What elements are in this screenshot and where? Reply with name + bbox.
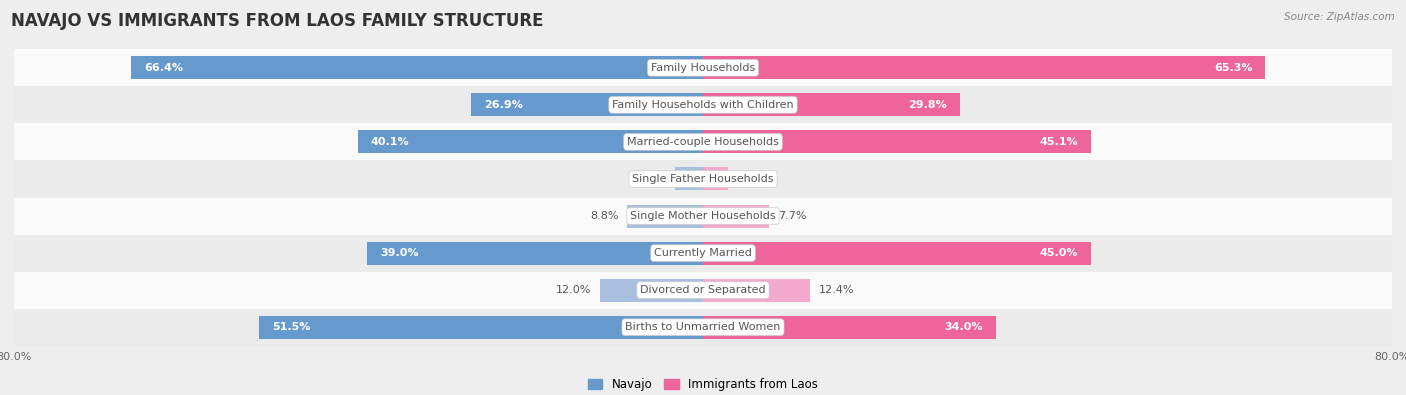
Text: 7.7%: 7.7% xyxy=(778,211,807,221)
Text: Family Households with Children: Family Households with Children xyxy=(612,100,794,110)
Text: 3.2%: 3.2% xyxy=(638,174,666,184)
Bar xyxy=(471,93,703,117)
Bar xyxy=(703,242,1091,265)
Bar xyxy=(14,160,1392,198)
Bar xyxy=(675,167,703,190)
Text: NAVAJO VS IMMIGRANTS FROM LAOS FAMILY STRUCTURE: NAVAJO VS IMMIGRANTS FROM LAOS FAMILY ST… xyxy=(11,12,544,30)
Text: Currently Married: Currently Married xyxy=(654,248,752,258)
Bar xyxy=(703,278,810,302)
Text: 65.3%: 65.3% xyxy=(1213,63,1253,73)
Bar xyxy=(703,130,1091,153)
Bar xyxy=(627,205,703,228)
Text: 8.8%: 8.8% xyxy=(591,211,619,221)
Text: 45.1%: 45.1% xyxy=(1040,137,1078,147)
Bar xyxy=(703,93,960,117)
Text: 51.5%: 51.5% xyxy=(273,322,311,332)
Bar xyxy=(703,316,995,339)
Text: Divorced or Separated: Divorced or Separated xyxy=(640,285,766,295)
Text: Family Households: Family Households xyxy=(651,63,755,73)
Bar xyxy=(14,308,1392,346)
Bar xyxy=(260,316,703,339)
Bar xyxy=(131,56,703,79)
Bar xyxy=(357,130,703,153)
Text: 45.0%: 45.0% xyxy=(1039,248,1077,258)
Bar xyxy=(703,205,769,228)
Text: 2.9%: 2.9% xyxy=(737,174,765,184)
Text: Married-couple Households: Married-couple Households xyxy=(627,137,779,147)
Text: Births to Unmarried Women: Births to Unmarried Women xyxy=(626,322,780,332)
Text: 26.9%: 26.9% xyxy=(484,100,523,110)
Text: 40.1%: 40.1% xyxy=(371,137,409,147)
Bar xyxy=(367,242,703,265)
Legend: Navajo, Immigrants from Laos: Navajo, Immigrants from Laos xyxy=(583,373,823,395)
Bar xyxy=(14,235,1392,272)
Bar xyxy=(14,123,1392,160)
Bar xyxy=(14,49,1392,87)
Text: 12.0%: 12.0% xyxy=(555,285,591,295)
Text: Single Mother Households: Single Mother Households xyxy=(630,211,776,221)
Bar xyxy=(14,87,1392,123)
Text: Source: ZipAtlas.com: Source: ZipAtlas.com xyxy=(1284,12,1395,22)
Bar xyxy=(703,167,728,190)
Bar xyxy=(14,198,1392,235)
Text: 66.4%: 66.4% xyxy=(143,63,183,73)
Text: Single Father Households: Single Father Households xyxy=(633,174,773,184)
Text: 12.4%: 12.4% xyxy=(818,285,853,295)
Bar xyxy=(599,278,703,302)
Bar xyxy=(14,272,1392,308)
Bar xyxy=(703,56,1265,79)
Text: 39.0%: 39.0% xyxy=(380,248,419,258)
Text: 34.0%: 34.0% xyxy=(945,322,983,332)
Text: 29.8%: 29.8% xyxy=(908,100,946,110)
